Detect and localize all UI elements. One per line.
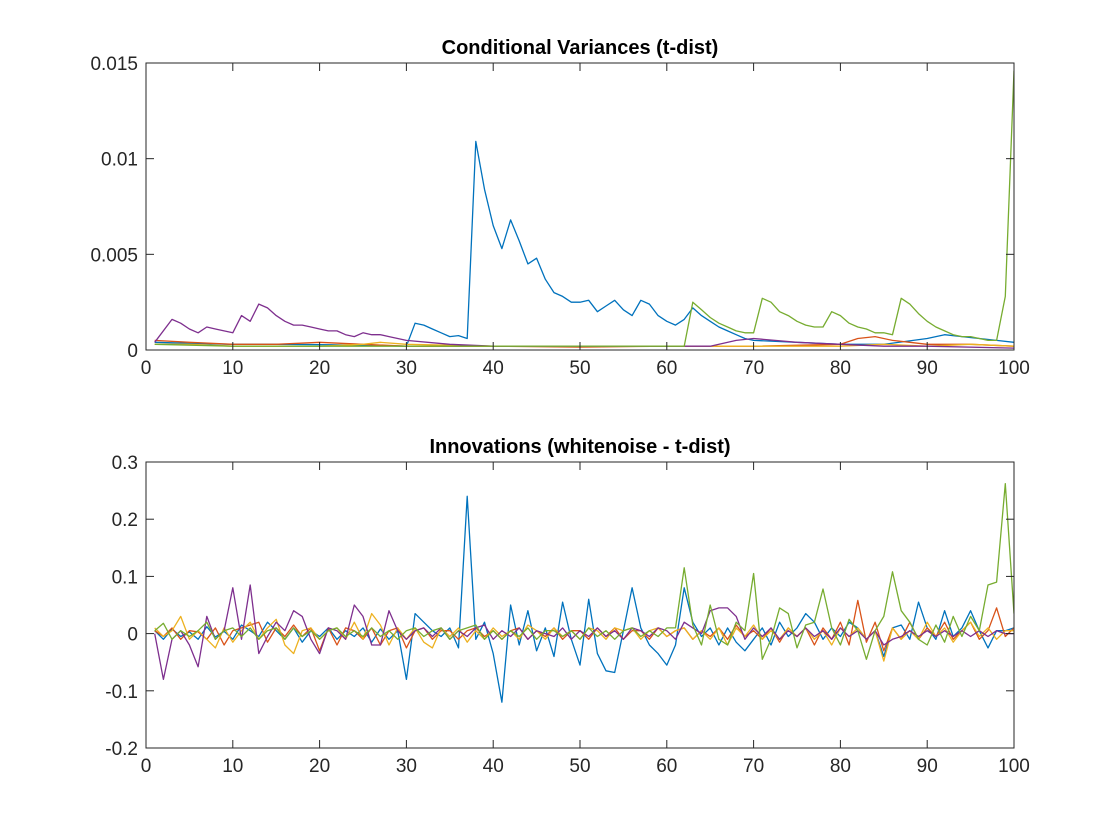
x-tick-label: 80 <box>830 358 851 379</box>
x-tick-label: 70 <box>743 358 764 379</box>
x-tick-label: 60 <box>656 358 677 379</box>
y-tick-label: 0.1 <box>112 567 138 588</box>
series-group <box>154 70 1014 349</box>
x-tick-label: 90 <box>917 358 938 379</box>
axes-box <box>145 62 1015 351</box>
x-tick-label: 0 <box>141 756 152 777</box>
x-tick-label: 30 <box>396 756 417 777</box>
axes-box <box>145 461 1015 749</box>
x-tick-label: 100 <box>998 358 1030 379</box>
x-tick-label: 100 <box>998 756 1030 777</box>
x-tick-label: 10 <box>222 358 243 379</box>
x-tick-label: 20 <box>309 358 330 379</box>
y-tick-label: 0 <box>127 625 138 646</box>
y-tick-label: -0.1 <box>105 682 138 703</box>
x-tick-label: 30 <box>396 358 417 379</box>
series-line-1 <box>154 495 1014 703</box>
chart-title: Conditional Variances (t-dist) <box>442 37 719 59</box>
series-line-1 <box>154 140 1014 347</box>
y-tick-label: 0 <box>127 341 138 362</box>
x-tick-label: 60 <box>656 756 677 777</box>
x-tick-label: 40 <box>483 358 504 379</box>
x-tick-label: 80 <box>830 756 851 777</box>
series-line-2 <box>154 335 1014 348</box>
chart-title: Innovations (whitenoise - t-dist) <box>429 436 730 458</box>
y-tick-label: 0.015 <box>90 54 138 75</box>
innovations-panel: Innovations (whitenoise - t-dist) 0 10 20 3… <box>105 436 1030 777</box>
x-tick-label: 20 <box>309 756 330 777</box>
y-tick-label: 0.005 <box>90 245 138 266</box>
x-tick-label: 10 <box>222 756 243 777</box>
x-tick-label: 50 <box>569 358 590 379</box>
y-tick-label: 0.01 <box>101 150 138 171</box>
x-tick-label: 0 <box>141 358 152 379</box>
series-group <box>154 483 1014 703</box>
x-tick-label: 70 <box>743 756 764 777</box>
y-tick-label: 0.3 <box>112 453 138 474</box>
series-line-5 <box>154 70 1014 347</box>
x-tick-label: 50 <box>569 756 590 777</box>
y-tick-label: -0.2 <box>105 739 138 760</box>
series-line-5 <box>154 483 1014 660</box>
x-tick-label: 40 <box>483 756 504 777</box>
y-tick-label: 0.2 <box>112 510 138 531</box>
x-tick-label: 90 <box>917 756 938 777</box>
series-line-4 <box>154 303 1014 349</box>
series-line-2 <box>154 599 1014 652</box>
conditional-variances-panel: Conditional Variances (t-dist) 0 10 20 30 40… <box>90 37 1029 379</box>
